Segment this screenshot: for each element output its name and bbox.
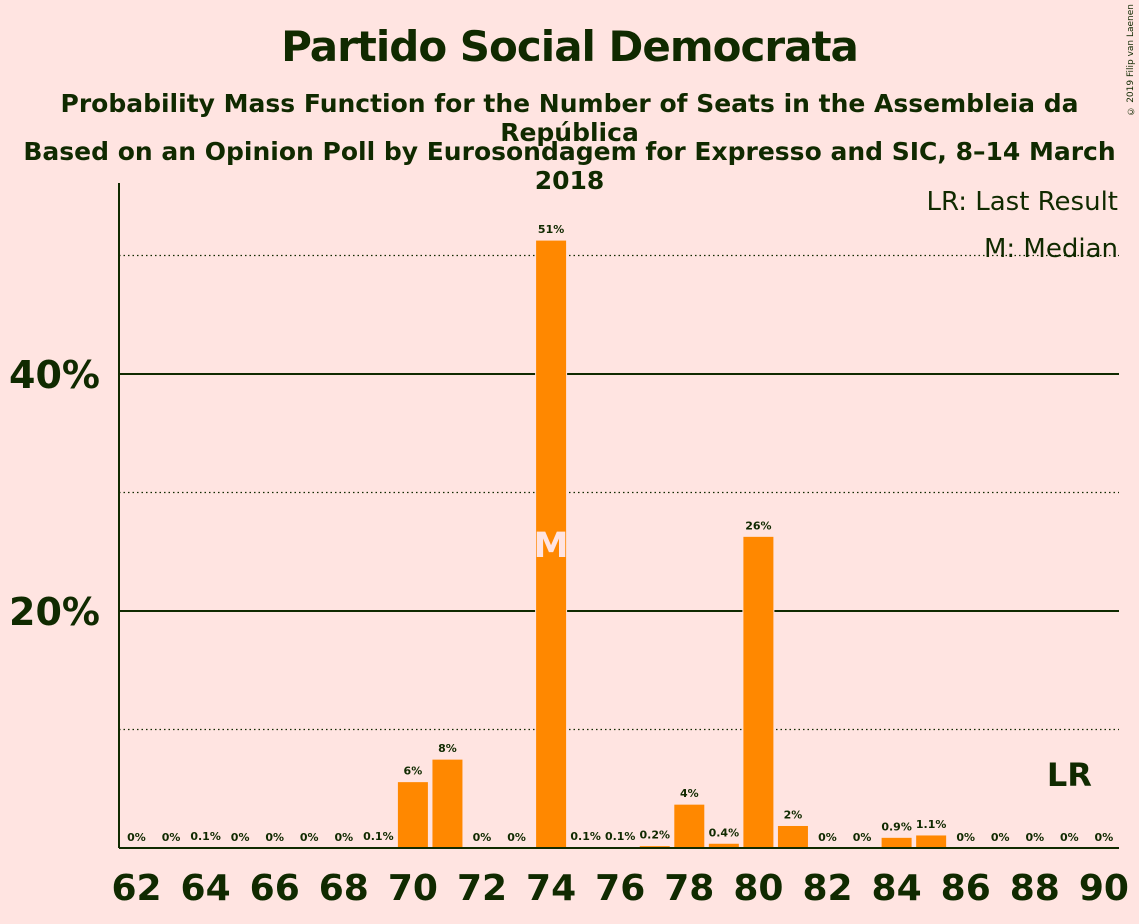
- bar-value-label: 0.1%: [190, 830, 221, 843]
- bar: [776, 824, 809, 849]
- bar: [915, 834, 948, 849]
- bar-value-label: 0.9%: [881, 820, 912, 833]
- bar-value-label: 0.1%: [570, 830, 601, 843]
- bar-value-label: 0%: [956, 831, 975, 844]
- bar: [431, 758, 464, 849]
- last-result-marker: LR: [1047, 756, 1092, 794]
- x-tick-label: 66: [250, 868, 300, 909]
- x-tick-label: 74: [526, 868, 576, 909]
- bar-value-label: 6%: [404, 765, 423, 778]
- bar-value-label: 0%: [162, 831, 181, 844]
- bar-value-label: 0.2%: [639, 829, 670, 842]
- bar-value-label: 0%: [300, 831, 319, 844]
- median-marker: M: [534, 526, 569, 566]
- bar: [673, 803, 706, 849]
- bar-value-label: 0%: [334, 831, 353, 844]
- bar-value-label: 51%: [538, 223, 564, 236]
- bar-value-label: 4%: [680, 787, 699, 800]
- x-tick-label: 70: [388, 868, 438, 909]
- x-tick-label: 62: [111, 868, 161, 909]
- x-tick-label: 64: [181, 868, 231, 909]
- x-tick-label: 86: [941, 868, 991, 909]
- bar: [396, 781, 429, 849]
- bar-value-label: 0%: [507, 831, 526, 844]
- bar-value-label: 26%: [745, 519, 771, 532]
- x-tick-label: 90: [1079, 868, 1129, 909]
- chart-subtitle: Probability Mass Function for the Number…: [60, 89, 1079, 147]
- bar-value-label: 0%: [231, 831, 250, 844]
- bar: [880, 836, 913, 849]
- bar-value-label: 1.1%: [916, 818, 947, 831]
- bar-value-label: 0.1%: [605, 830, 636, 843]
- bar-value-label: 0%: [127, 831, 146, 844]
- bar: [535, 239, 568, 849]
- bar-value-label: 0%: [473, 831, 492, 844]
- bar-value-label: 0%: [818, 831, 837, 844]
- chart-source: Based on an Opinion Poll by Eurosondagem…: [23, 137, 1116, 195]
- bar-value-label: 0%: [1025, 831, 1044, 844]
- bar-value-label: 2%: [784, 808, 803, 821]
- y-tick-label: 40%: [9, 353, 100, 397]
- bar-value-label: 0%: [1095, 831, 1114, 844]
- x-tick-label: 72: [457, 868, 507, 909]
- legend-median: M: Median: [984, 234, 1118, 264]
- x-tick-label: 82: [802, 868, 852, 909]
- bar-value-label: 8%: [438, 742, 457, 755]
- x-tick-label: 76: [595, 868, 645, 909]
- bar: [742, 535, 775, 849]
- chart-title: Partido Social Democrata: [281, 22, 859, 71]
- legend-last-result: LR: Last Result: [926, 187, 1118, 217]
- bar-value-label: 0%: [265, 831, 284, 844]
- x-tick-label: 68: [319, 868, 369, 909]
- bar-value-label: 0.1%: [363, 830, 394, 843]
- y-tick-label: 20%: [9, 590, 100, 634]
- x-tick-label: 84: [872, 868, 922, 909]
- x-tick-label: 80: [733, 868, 783, 909]
- x-tick-label: 78: [664, 868, 714, 909]
- x-tick-label: 88: [1010, 868, 1060, 909]
- bar-value-label: 0.4%: [709, 826, 740, 839]
- bar-value-label: 0%: [1060, 831, 1079, 844]
- bar-value-label: 0%: [853, 831, 872, 844]
- bar-value-label: 0%: [991, 831, 1010, 844]
